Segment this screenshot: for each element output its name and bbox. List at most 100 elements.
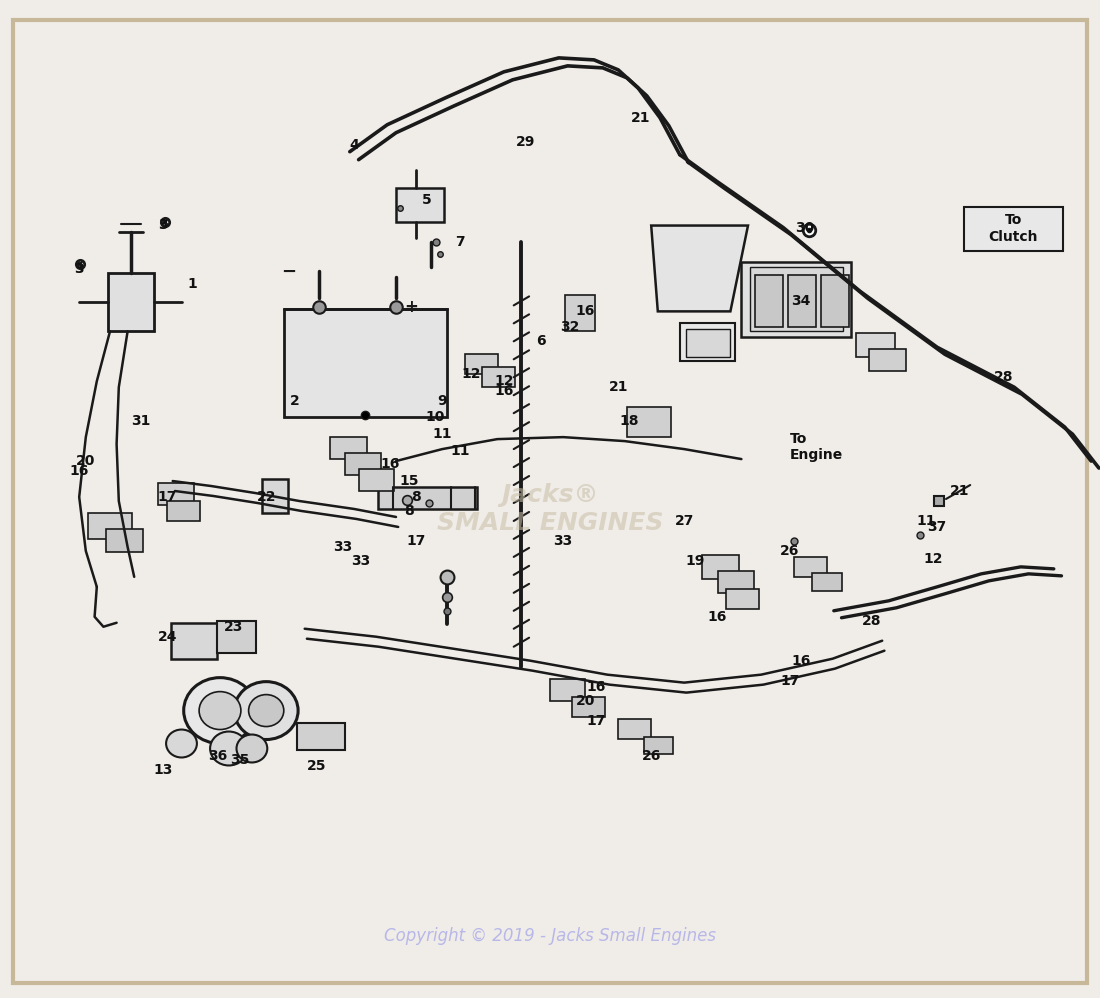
Bar <box>345 453 381 475</box>
Bar <box>106 529 143 552</box>
Text: 16: 16 <box>707 610 727 624</box>
Text: 12: 12 <box>494 374 514 388</box>
Text: To
Engine: To Engine <box>790 432 843 462</box>
Bar <box>686 329 730 357</box>
Bar <box>755 275 783 327</box>
Polygon shape <box>651 226 748 311</box>
Text: 35: 35 <box>230 753 250 767</box>
Text: 16: 16 <box>791 654 811 668</box>
Text: 16: 16 <box>381 457 400 471</box>
Text: 28: 28 <box>861 614 881 628</box>
Text: 3: 3 <box>158 218 167 232</box>
Bar <box>644 737 673 754</box>
Text: 2: 2 <box>290 394 299 408</box>
Bar <box>262 479 288 513</box>
Bar <box>726 589 759 609</box>
Text: 26: 26 <box>641 749 661 763</box>
Text: 17: 17 <box>586 714 606 728</box>
Bar <box>750 267 843 331</box>
Text: 21: 21 <box>949 484 969 498</box>
Bar <box>794 557 827 577</box>
Bar <box>550 679 585 701</box>
Bar <box>812 573 842 591</box>
Bar <box>627 407 671 437</box>
Text: 33: 33 <box>553 534 573 548</box>
Circle shape <box>234 682 298 740</box>
Bar <box>572 697 605 717</box>
Text: 24: 24 <box>157 630 177 644</box>
Bar <box>964 207 1063 251</box>
Bar <box>297 723 345 750</box>
Bar <box>718 571 754 593</box>
Bar <box>396 188 444 222</box>
Bar <box>170 623 217 659</box>
Bar <box>680 323 735 361</box>
Bar <box>482 367 515 387</box>
Bar <box>167 501 200 521</box>
Text: 22: 22 <box>256 490 276 504</box>
Bar <box>741 262 851 337</box>
Text: 30: 30 <box>795 221 815 235</box>
Text: 16: 16 <box>494 384 514 398</box>
Bar <box>284 309 447 417</box>
Text: 4: 4 <box>350 138 359 152</box>
Text: 12: 12 <box>461 367 481 381</box>
Text: 27: 27 <box>674 514 694 528</box>
Circle shape <box>210 732 248 765</box>
Bar <box>108 273 154 331</box>
Text: 6: 6 <box>537 334 546 348</box>
Text: To
Clutch: To Clutch <box>988 214 1037 244</box>
Bar <box>378 487 477 509</box>
Text: 20: 20 <box>575 694 595 708</box>
Text: 11: 11 <box>450 444 470 458</box>
Text: 5: 5 <box>422 193 431 207</box>
Text: 23: 23 <box>223 620 243 634</box>
Bar <box>618 719 651 739</box>
Text: 28: 28 <box>993 370 1013 384</box>
Text: 8: 8 <box>405 504 414 518</box>
Bar <box>788 275 816 327</box>
Text: 17: 17 <box>157 490 177 504</box>
Text: 37: 37 <box>927 520 947 534</box>
Text: Jacks®
SMALL ENGINES: Jacks® SMALL ENGINES <box>437 483 663 535</box>
Text: 29: 29 <box>516 135 536 149</box>
Text: 16: 16 <box>586 680 606 694</box>
Text: 33: 33 <box>351 554 371 568</box>
Text: 16: 16 <box>575 304 595 318</box>
Text: 11: 11 <box>432 427 452 441</box>
Text: 12: 12 <box>923 552 943 566</box>
Circle shape <box>199 692 241 730</box>
Text: 33: 33 <box>333 540 353 554</box>
Bar <box>158 483 194 505</box>
Text: 25: 25 <box>307 759 327 773</box>
Text: 1: 1 <box>188 277 197 291</box>
Text: 13: 13 <box>153 763 173 777</box>
Text: 9: 9 <box>438 394 447 408</box>
Circle shape <box>236 735 267 762</box>
Text: 34: 34 <box>791 294 811 308</box>
Bar <box>359 469 394 491</box>
Text: 8: 8 <box>411 490 420 504</box>
Bar <box>330 437 367 459</box>
Bar <box>565 295 595 331</box>
Text: 16: 16 <box>69 464 89 478</box>
Text: 21: 21 <box>608 380 628 394</box>
Bar <box>821 275 849 327</box>
Bar <box>869 349 906 371</box>
Bar <box>465 354 498 374</box>
Text: 31: 31 <box>131 414 151 428</box>
Text: 20: 20 <box>76 454 96 468</box>
Text: 7: 7 <box>455 235 464 249</box>
Text: 17: 17 <box>780 674 800 688</box>
Text: 10: 10 <box>426 410 446 424</box>
Text: Copyright © 2019 - Jacks Small Engines: Copyright © 2019 - Jacks Small Engines <box>384 927 716 945</box>
Circle shape <box>166 730 197 757</box>
Text: +: + <box>405 298 418 316</box>
Text: 36: 36 <box>208 749 228 763</box>
Text: 21: 21 <box>630 111 650 125</box>
Bar <box>702 555 739 579</box>
Text: 26: 26 <box>780 544 800 558</box>
Bar <box>88 513 132 539</box>
Bar <box>856 333 895 357</box>
Circle shape <box>249 695 284 727</box>
